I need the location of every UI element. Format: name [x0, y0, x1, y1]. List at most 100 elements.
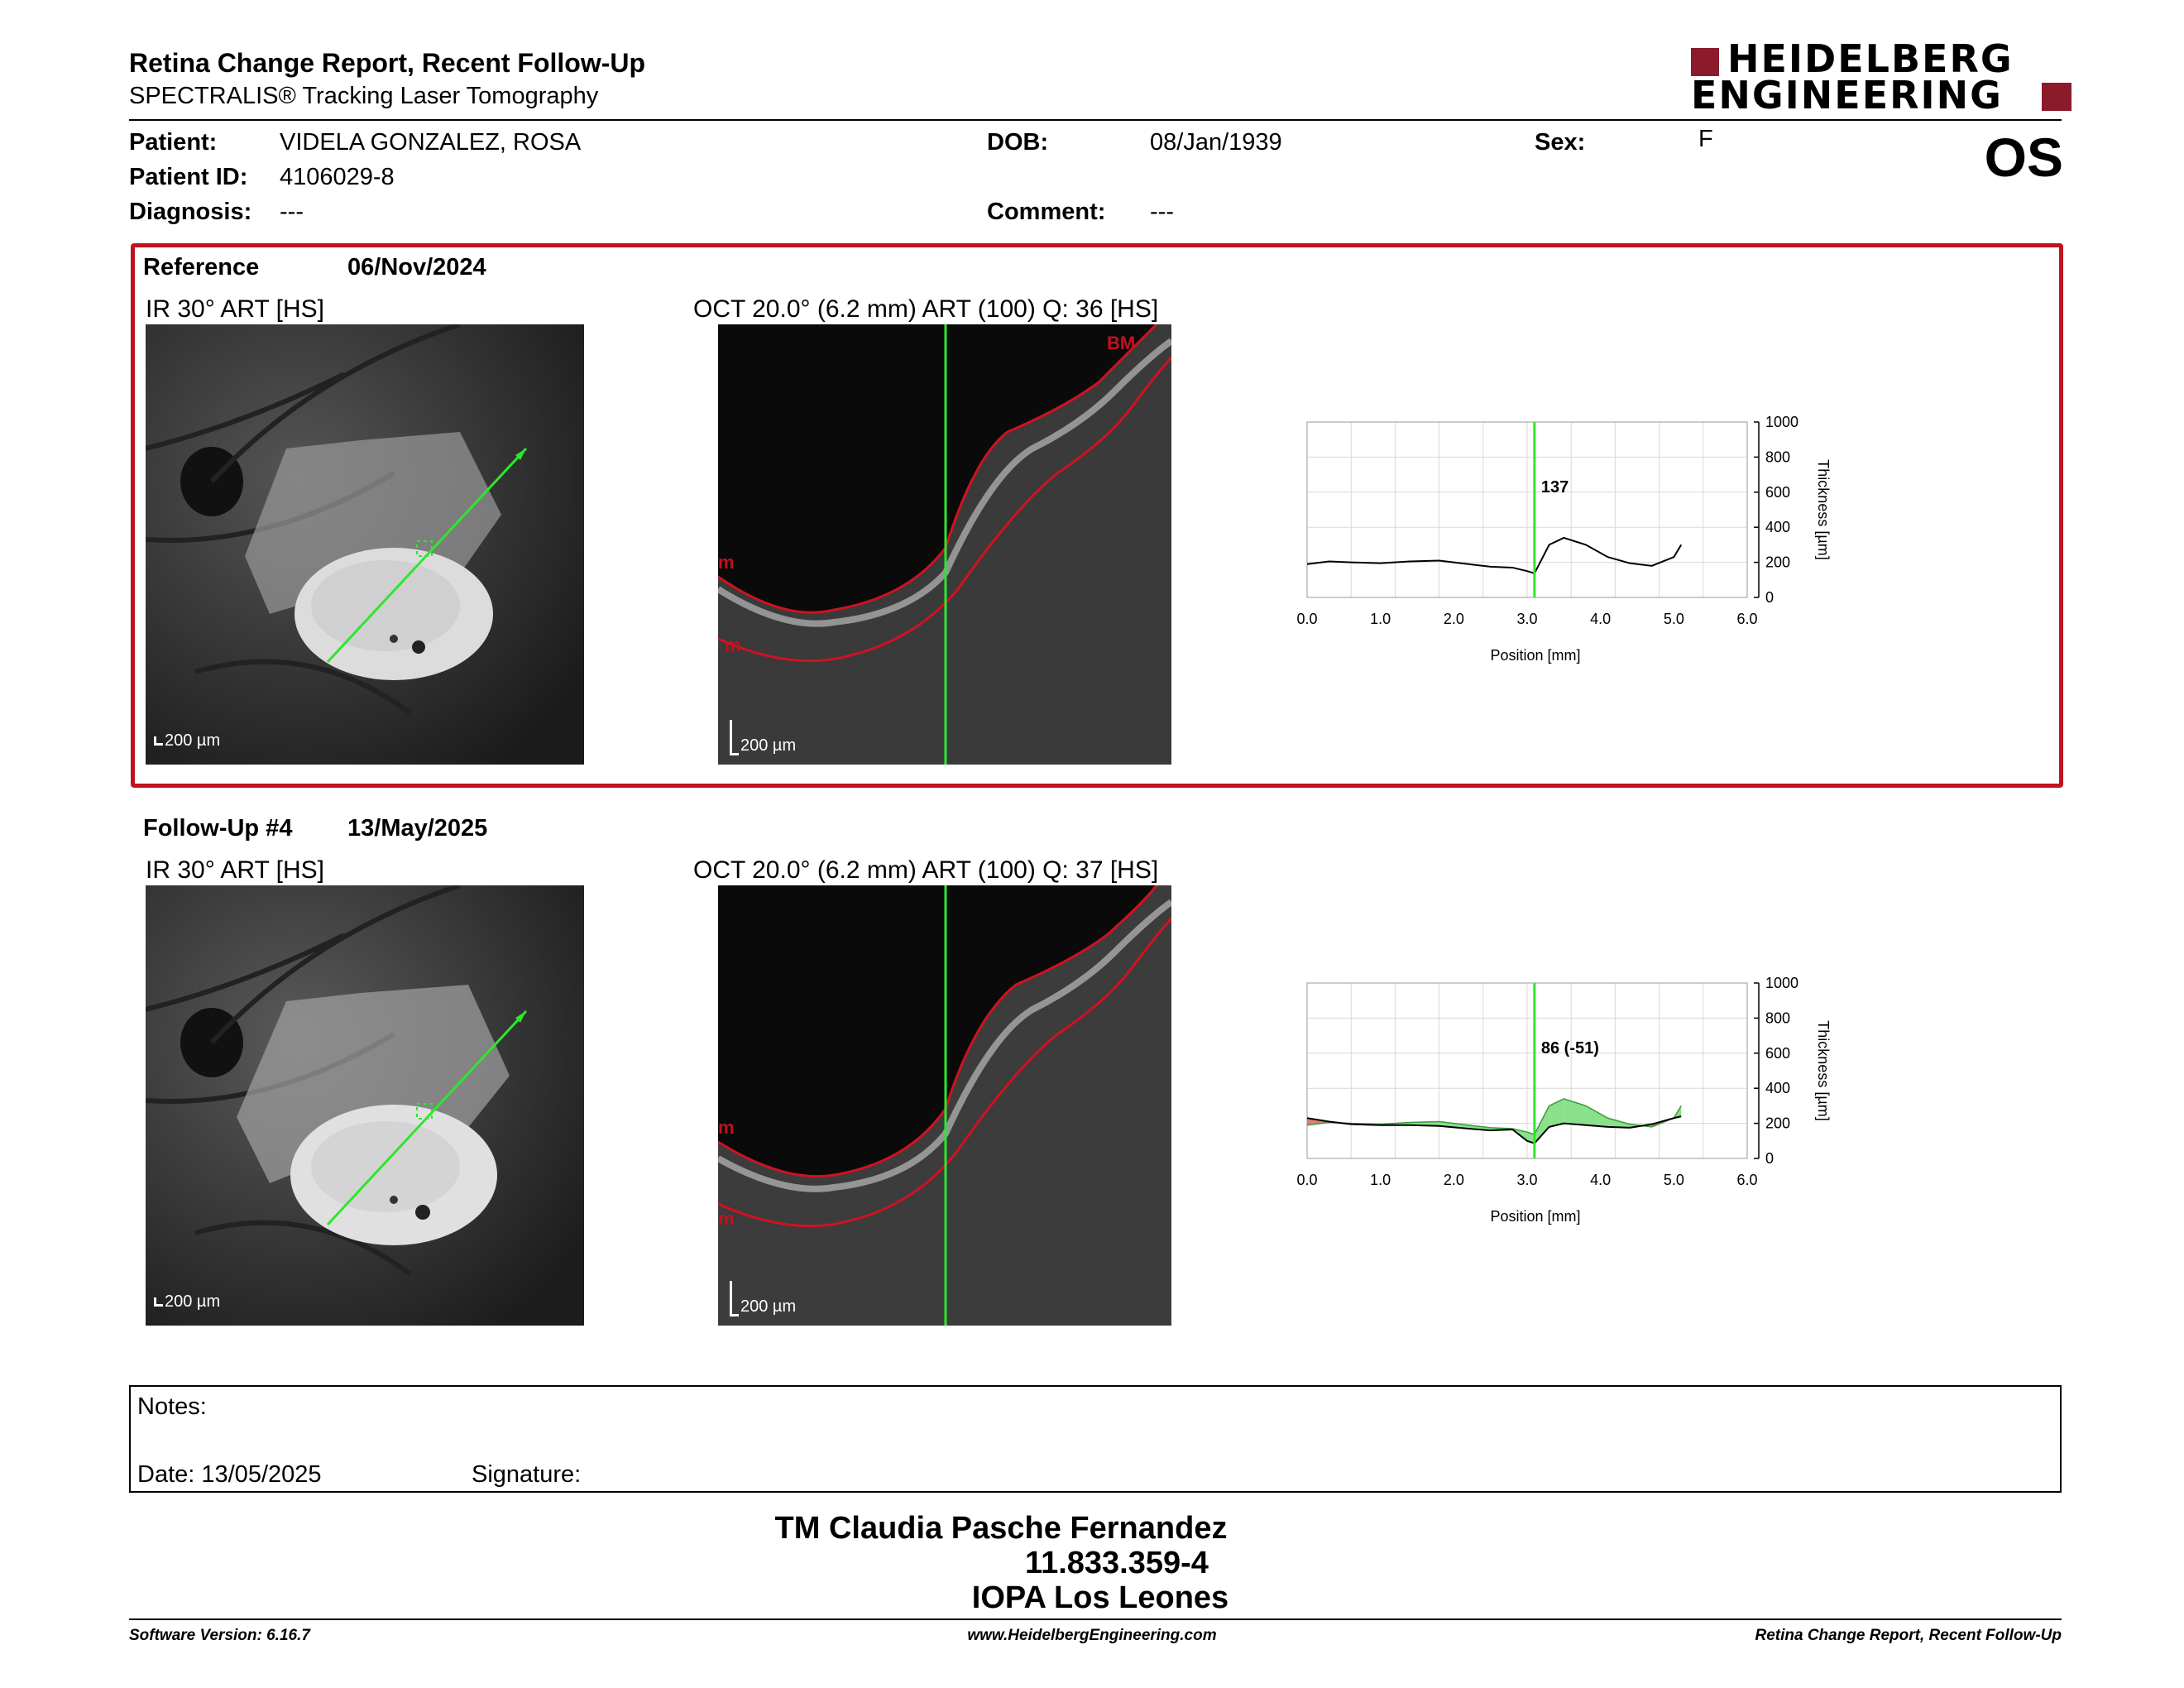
diagnosis-value: ---	[280, 199, 304, 225]
series-line-reference	[1306, 1098, 1682, 1135]
change-area	[1564, 1098, 1586, 1125]
heidelberg-logo: HEIDELBERG ENGINEERING	[1691, 40, 2071, 117]
x-tick-label: 1.0	[1370, 1172, 1391, 1188]
followup-ir-scale: 200 µm	[154, 1292, 220, 1312]
comment-label: Comment:	[987, 199, 1106, 225]
y-tick-label: 1000	[1765, 414, 1798, 430]
reference-oct-image[interactable]: BM m m 200 µm	[718, 324, 1171, 765]
thickness-value-label: 86 (-51)	[1541, 1039, 1599, 1057]
plot-frame	[1306, 982, 1748, 1159]
reference-oct-scale: 200 µm	[730, 720, 796, 755]
website-link[interactable]: www.HeidelbergEngineering.com	[967, 1627, 1217, 1644]
diagnosis-label: Diagnosis:	[129, 199, 252, 225]
sex-label: Sex:	[1535, 129, 1586, 156]
y-tick-label: 600	[1765, 1045, 1790, 1062]
reference-ir-image[interactable]: 200 µm	[146, 324, 584, 765]
series-line-followup	[1306, 1115, 1682, 1144]
signature-rut: 11.833.359-4	[1025, 1546, 1209, 1580]
comment-value: ---	[1150, 199, 1174, 225]
dob-label: DOB:	[987, 129, 1049, 156]
change-area	[1527, 1132, 1535, 1144]
patient-id: 4106029-8	[280, 164, 395, 190]
x-tick-label: 0.0	[1296, 611, 1317, 627]
scale-bar-icon	[154, 1297, 163, 1307]
followup-oct-scale: 200 µm	[730, 1281, 796, 1316]
reference-thickness-chart: 0 200 400 600 800 1000 0.0 1.0 2.0 3.0 4.0 5.0 6.0 Po…	[1291, 405, 1837, 679]
change-area	[1549, 1098, 1564, 1127]
reference-ir-scale: 200 µm	[154, 731, 220, 750]
followup-thickness-chart: 0 200 400 600 800 1000 0.0 1.0 2.0 3.0 4.0 5.0 6.0 Po…	[1291, 966, 1837, 1240]
layer-m-label: m	[718, 1117, 735, 1138]
report-title: Retina Change Report, Recent Follow-Up	[129, 48, 646, 78]
followup-label: Follow-Up #4	[143, 815, 293, 842]
y-tick-label: 400	[1765, 519, 1790, 535]
x-tick-label: 6.0	[1736, 1172, 1757, 1188]
signature-label: Signature:	[472, 1461, 582, 1488]
x-tick-label: 5.0	[1664, 611, 1684, 627]
change-area	[1585, 1105, 1608, 1127]
change-area	[1439, 1121, 1469, 1129]
change-area	[1307, 1118, 1329, 1125]
sex-value: F	[1698, 126, 1713, 152]
footer-report-name: Retina Change Report, Recent Follow-Up	[1755, 1627, 2062, 1644]
notes-box[interactable]: Notes: Date: 13/05/2025 Signature:	[129, 1385, 2062, 1493]
patient-label: Patient:	[129, 129, 218, 156]
y-tick-label: 0	[1765, 589, 1774, 606]
logo-line1: HEIDELBERG	[1727, 36, 2014, 81]
series-line	[1306, 536, 1683, 575]
x-tick-label: 4.0	[1590, 611, 1611, 627]
reference-panel	[131, 243, 2063, 788]
dob-value: 08/Jan/1939	[1150, 129, 1282, 156]
software-version: Software Version: 6.16.7	[129, 1627, 310, 1644]
scale-bar-icon	[730, 720, 739, 755]
y-tick-label: 400	[1765, 1080, 1790, 1096]
followup-ir-label: IR 30° ART [HS]	[146, 856, 324, 884]
signature-place: IOPA Los Leones	[971, 1580, 1229, 1615]
footer-rule	[129, 1618, 2062, 1620]
reference-ir-label: IR 30° ART [HS]	[146, 295, 324, 323]
y-tick-label: 800	[1765, 1009, 1790, 1026]
y-tick-label: 200	[1765, 554, 1790, 571]
logo-square-icon-2	[2042, 83, 2071, 111]
x-tick-label: 3.0	[1516, 1172, 1537, 1188]
layer-m-label: m	[718, 552, 735, 573]
patient-name: VIDELA GONZALEZ, ROSA	[280, 129, 582, 156]
followup-oct-image[interactable]: m m 200 µm	[718, 885, 1171, 1326]
layer-m2-label: m	[725, 635, 741, 655]
reference-label: Reference	[143, 254, 260, 281]
x-axis-label: Position [mm]	[1490, 647, 1580, 664]
layer-m2-label: m	[718, 1208, 735, 1229]
change-area	[1607, 1118, 1631, 1128]
reference-thickness-svg: 0 200 400 600 800 1000 0.0 1.0 2.0 3.0 4.0 5.0 6.0 Po…	[1296, 414, 1832, 664]
y-tick-label: 200	[1765, 1115, 1790, 1132]
followup-date: 13/May/2025	[347, 815, 488, 842]
x-tick-label: 1.0	[1370, 611, 1391, 627]
followup-oct-label: OCT 20.0° (6.2 mm) ART (100) Q: 37 [HS]	[693, 856, 1159, 884]
notes-date: Date: 13/05/2025	[137, 1461, 322, 1488]
logo-square-icon	[1691, 48, 1719, 76]
scale-bar-icon	[730, 1281, 739, 1316]
y-tick-label: 1000	[1765, 975, 1798, 991]
layer-bm-label: BM	[1107, 333, 1135, 353]
header-rule	[129, 119, 2062, 121]
y-tick-label: 800	[1765, 448, 1790, 465]
scale-bar-icon	[154, 736, 163, 746]
logo-line2: ENGINEERING	[1691, 73, 2003, 117]
reference-oct-label: OCT 20.0° (6.2 mm) ART (100) Q: 36 [HS]	[693, 295, 1159, 323]
plot-frame	[1306, 421, 1748, 598]
x-axis-label: Position [mm]	[1490, 1208, 1580, 1225]
eye-os: OS	[1984, 127, 2063, 188]
followup-ir-image[interactable]: 200 µm	[146, 885, 584, 1326]
x-tick-label: 4.0	[1590, 1172, 1611, 1188]
x-tick-label: 3.0	[1516, 611, 1537, 627]
y-axis-label: Thickness [µm]	[1815, 1020, 1832, 1120]
change-area	[1534, 1105, 1549, 1144]
x-tick-label: 2.0	[1444, 611, 1464, 627]
signature-name: TM Claudia Pasche Fernandez	[774, 1511, 1228, 1546]
notes-label: Notes:	[137, 1393, 207, 1420]
reference-date: 06/Nov/2024	[347, 254, 486, 281]
report-subtitle: SPECTRALIS® Tracking Laser Tomography	[129, 83, 599, 109]
followup-thickness-svg: 0 200 400 600 800 1000 0.0 1.0 2.0 3.0 4.0 5.0 6.0 Po…	[1296, 975, 1832, 1225]
y-tick-label: 0	[1765, 1150, 1774, 1167]
x-tick-label: 0.0	[1296, 1172, 1317, 1188]
